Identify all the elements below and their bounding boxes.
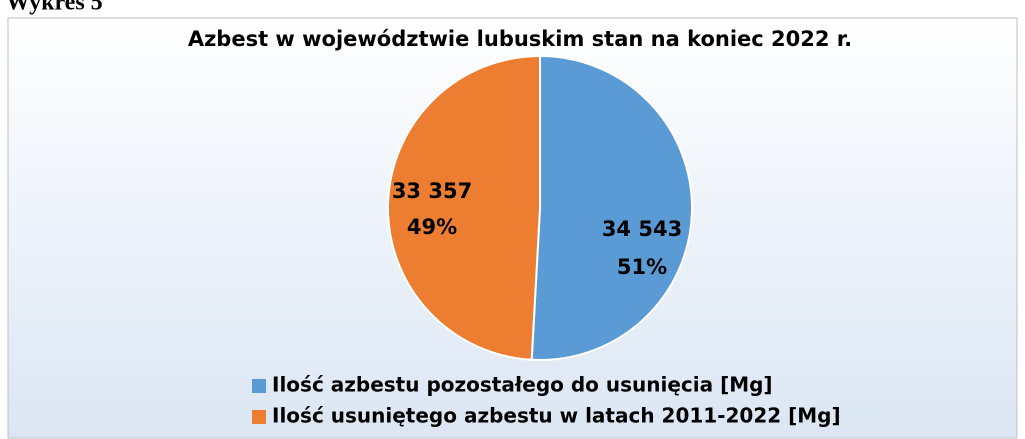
pie-slice — [530, 54, 693, 361]
value-label: 33 357 — [392, 179, 472, 203]
legend-swatch — [252, 379, 266, 393]
value-label: 34 543 — [602, 217, 682, 241]
legend-swatch — [252, 410, 266, 424]
chart-title: Azbest w województwie lubuskim stan na k… — [188, 27, 852, 51]
header: Wykres 5 — [6, 0, 103, 16]
legend-label: Ilość usuniętego azbestu w latach 2011-2… — [272, 404, 841, 428]
percent-label: 49% — [407, 215, 457, 239]
legend-label: Ilość azbestu pozostałego do usunięcia [… — [272, 373, 773, 397]
percent-label: 51% — [617, 255, 667, 279]
pie-slice — [387, 54, 541, 361]
